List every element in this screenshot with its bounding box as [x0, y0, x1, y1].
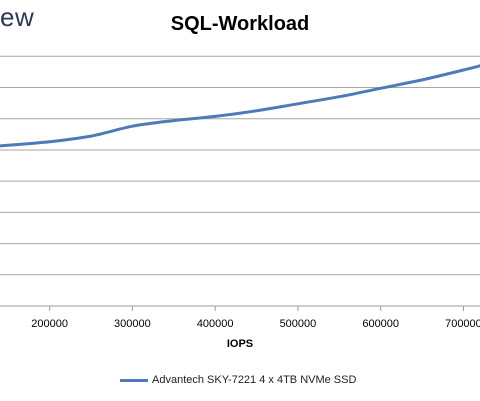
- chart-title: SQL-Workload: [170, 13, 310, 35]
- x-tick-label: 200000: [31, 318, 68, 330]
- series-lines: [0, 64, 480, 148]
- series-line: [0, 64, 480, 148]
- legend-label: Advantech SKY-7221 4 x 4TB NVMe SSD: [152, 374, 357, 386]
- x-tick-label: 600000: [362, 318, 399, 330]
- x-tick-label: 300000: [114, 318, 151, 330]
- x-tick-label: 700000: [445, 318, 480, 330]
- gridlines: [0, 55, 480, 307]
- legend: Advantech SKY-7221 4 x 4TB NVMe SSD: [120, 372, 356, 388]
- x-tick-label: 500000: [280, 318, 317, 330]
- logo-fragment: ew: [0, 2, 35, 32]
- x-tick-label: 400000: [197, 318, 234, 330]
- x-tick-labels: 200000 300000 400000 500000 600000 700000: [31, 306, 480, 330]
- x-axis-label: IOPS: [226, 338, 254, 350]
- legend-swatch: [120, 378, 148, 382]
